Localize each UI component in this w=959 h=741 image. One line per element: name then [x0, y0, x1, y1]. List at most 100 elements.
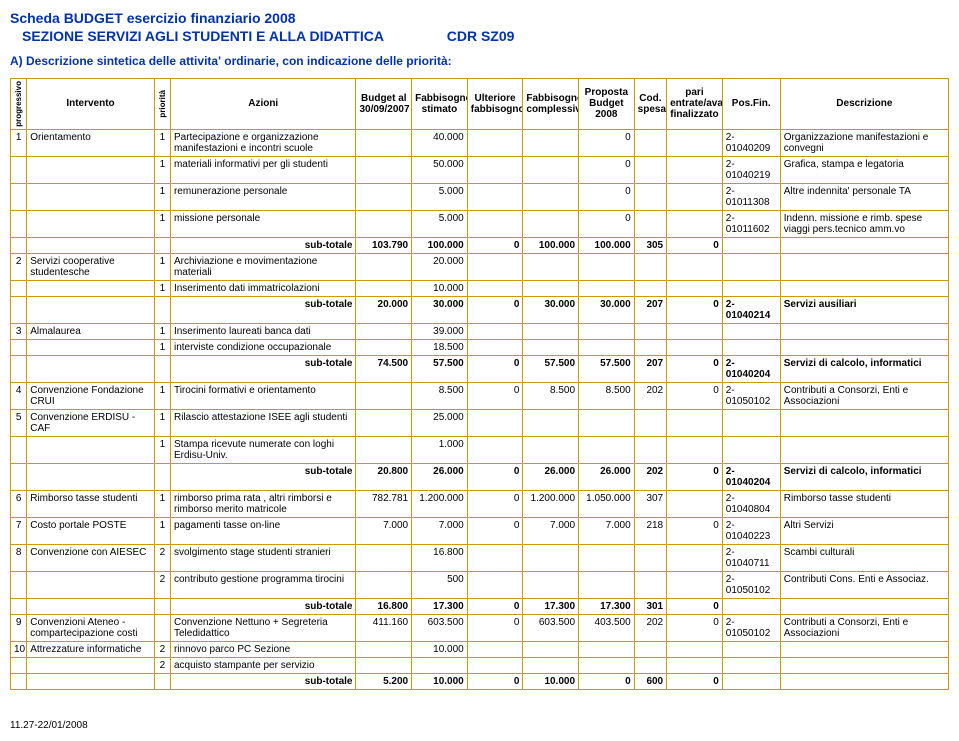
cell-cs: 307 [634, 490, 666, 517]
cell-pe [667, 571, 723, 598]
cell-cs [634, 436, 666, 463]
cell-budget [356, 571, 412, 598]
cell-cs [634, 129, 666, 156]
cell-pf: 2-01040711 [722, 544, 780, 571]
cell-fs: 10.000 [412, 673, 468, 689]
cell-desc: Servizi di calcolo, informatici [780, 355, 948, 382]
cell-azioni: Convenzione Nettuno + Segreteria Teledid… [170, 614, 356, 641]
cell-pb: 1.050.000 [579, 490, 635, 517]
doc-cdr: CDR SZ09 [447, 28, 515, 44]
cell-azioni: missione personale [170, 210, 356, 237]
cell-pf: 2-01050102 [722, 614, 780, 641]
cell-cs: 202 [634, 463, 666, 490]
cell-uf [467, 156, 523, 183]
cell-uf: 0 [467, 598, 523, 614]
cell-fc: 1.200.000 [523, 490, 579, 517]
cell-prio: 1 [154, 409, 170, 436]
cell-uf [467, 409, 523, 436]
cell-pf: 2-01011308 [722, 183, 780, 210]
cell-uf [467, 210, 523, 237]
cell-intervento [27, 436, 155, 463]
cell-budget: 7.000 [356, 517, 412, 544]
cell-budget: 74.500 [356, 355, 412, 382]
cell-pb [579, 280, 635, 296]
cell-fs: 20.000 [412, 253, 468, 280]
cell-budget [356, 280, 412, 296]
cell-fc [523, 129, 579, 156]
table-row: 10Attrezzature informatiche2rinnovo parc… [11, 641, 949, 657]
cell-prog: 8 [11, 544, 27, 571]
cell-uf [467, 129, 523, 156]
cell-prio: 1 [154, 280, 170, 296]
cell-fs: 25.000 [412, 409, 468, 436]
cell-pf [722, 339, 780, 355]
cell-pf: 2-01040209 [722, 129, 780, 156]
table-header-row: progressivo Intervento priorità Azioni B… [11, 79, 949, 130]
cell-fs: 57.500 [412, 355, 468, 382]
cell-pb: 26.000 [579, 463, 635, 490]
cell-uf: 0 [467, 382, 523, 409]
cell-prog: 4 [11, 382, 27, 409]
cell-azioni: materiali informativi per gli studenti [170, 156, 356, 183]
cell-budget [356, 253, 412, 280]
cell-prog [11, 183, 27, 210]
cell-budget [356, 657, 412, 673]
cell-prio: 1 [154, 436, 170, 463]
cell-fs [412, 657, 468, 673]
cell-cs [634, 641, 666, 657]
cell-desc: Servizi ausiliari [780, 296, 948, 323]
cell-pe: 0 [667, 463, 723, 490]
cell-pe [667, 280, 723, 296]
cell-pe: 0 [667, 673, 723, 689]
cell-fc: 100.000 [523, 237, 579, 253]
cell-pe [667, 436, 723, 463]
cell-uf: 0 [467, 673, 523, 689]
cell-pb [579, 641, 635, 657]
cell-desc [780, 339, 948, 355]
cell-intervento: Servizi cooperative studentesche [27, 253, 155, 280]
cell-azioni: Stampa ricevute numerate con loghi Erdis… [170, 436, 356, 463]
col-fabb-compl: Fabbisogno complessivo [523, 79, 579, 130]
cell-pf: 2-01040204 [722, 463, 780, 490]
cell-uf [467, 544, 523, 571]
cell-intervento: Costo portale POSTE [27, 517, 155, 544]
cell-fc [523, 657, 579, 673]
cell-uf: 0 [467, 355, 523, 382]
cell-prog [11, 657, 27, 673]
cell-fs: 18.500 [412, 339, 468, 355]
table-row: 4Convenzione Fondazione CRUI1Tirocini fo… [11, 382, 949, 409]
cell-intervento: Almalaurea [27, 323, 155, 339]
cell-azioni: Inserimento laureati banca dati [170, 323, 356, 339]
cell-fc: 30.000 [523, 296, 579, 323]
cell-fc [523, 183, 579, 210]
cell-prog: 1 [11, 129, 27, 156]
cell-budget [356, 323, 412, 339]
cell-azioni: Tirocini formativi e orientamento [170, 382, 356, 409]
cell-budget [356, 544, 412, 571]
cell-fc [523, 571, 579, 598]
cell-pe [667, 544, 723, 571]
cell-fc: 26.000 [523, 463, 579, 490]
footer-date: 11.27-22/01/2008 [10, 720, 949, 731]
cell-desc [780, 436, 948, 463]
doc-title: Scheda BUDGET esercizio finanziario 2008 [10, 10, 949, 26]
cell-fs: 8.500 [412, 382, 468, 409]
cell-cs [634, 339, 666, 355]
cell-budget: 20.000 [356, 296, 412, 323]
cell-fs: 1.200.000 [412, 490, 468, 517]
cell-prio: 1 [154, 253, 170, 280]
cell-prio: 1 [154, 323, 170, 339]
cell-uf: 0 [467, 237, 523, 253]
cell-desc: Grafica, stampa e legatoria [780, 156, 948, 183]
cell-pe [667, 210, 723, 237]
cell-prog: 5 [11, 409, 27, 436]
cell-uf [467, 280, 523, 296]
col-cod-spesa: Cod. spesa [634, 79, 666, 130]
cell-fs: 40.000 [412, 129, 468, 156]
cell-prio: 2 [154, 571, 170, 598]
cell-desc: Organizzazione manifestazioni e convegni [780, 129, 948, 156]
cell-fs: 1.000 [412, 436, 468, 463]
table-row: 1materiali informativi per gli studenti5… [11, 156, 949, 183]
cell-intervento: Attrezzature informatiche [27, 641, 155, 657]
cell-intervento: Convenzione ERDISU - CAF [27, 409, 155, 436]
